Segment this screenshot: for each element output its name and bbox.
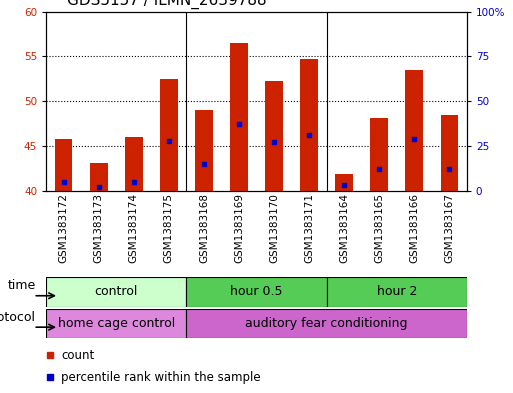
Bar [230, 43, 248, 191]
Bar [300, 59, 318, 191]
Bar [90, 163, 108, 191]
Text: time: time [8, 279, 36, 292]
Bar [186, 277, 327, 307]
Text: control: control [94, 285, 138, 298]
Text: auditory fear conditioning: auditory fear conditioning [245, 317, 408, 330]
Text: percentile rank within the sample: percentile rank within the sample [61, 371, 261, 384]
Text: count: count [61, 349, 94, 362]
Bar [160, 79, 177, 191]
Bar [336, 174, 353, 191]
Text: home cage control: home cage control [57, 317, 175, 330]
Bar [265, 81, 283, 191]
Bar [441, 115, 458, 191]
Bar [405, 70, 423, 191]
Text: hour 0.5: hour 0.5 [230, 285, 283, 298]
Bar [46, 277, 186, 307]
Text: GDS5157 / ILMN_2639788: GDS5157 / ILMN_2639788 [67, 0, 267, 9]
Bar [327, 277, 467, 307]
Text: protocol: protocol [0, 311, 36, 324]
Bar [46, 309, 186, 338]
Text: hour 2: hour 2 [377, 285, 417, 298]
Bar [370, 118, 388, 191]
Bar [186, 309, 467, 338]
Bar [55, 139, 72, 191]
Bar [195, 110, 213, 191]
Bar [125, 137, 143, 191]
